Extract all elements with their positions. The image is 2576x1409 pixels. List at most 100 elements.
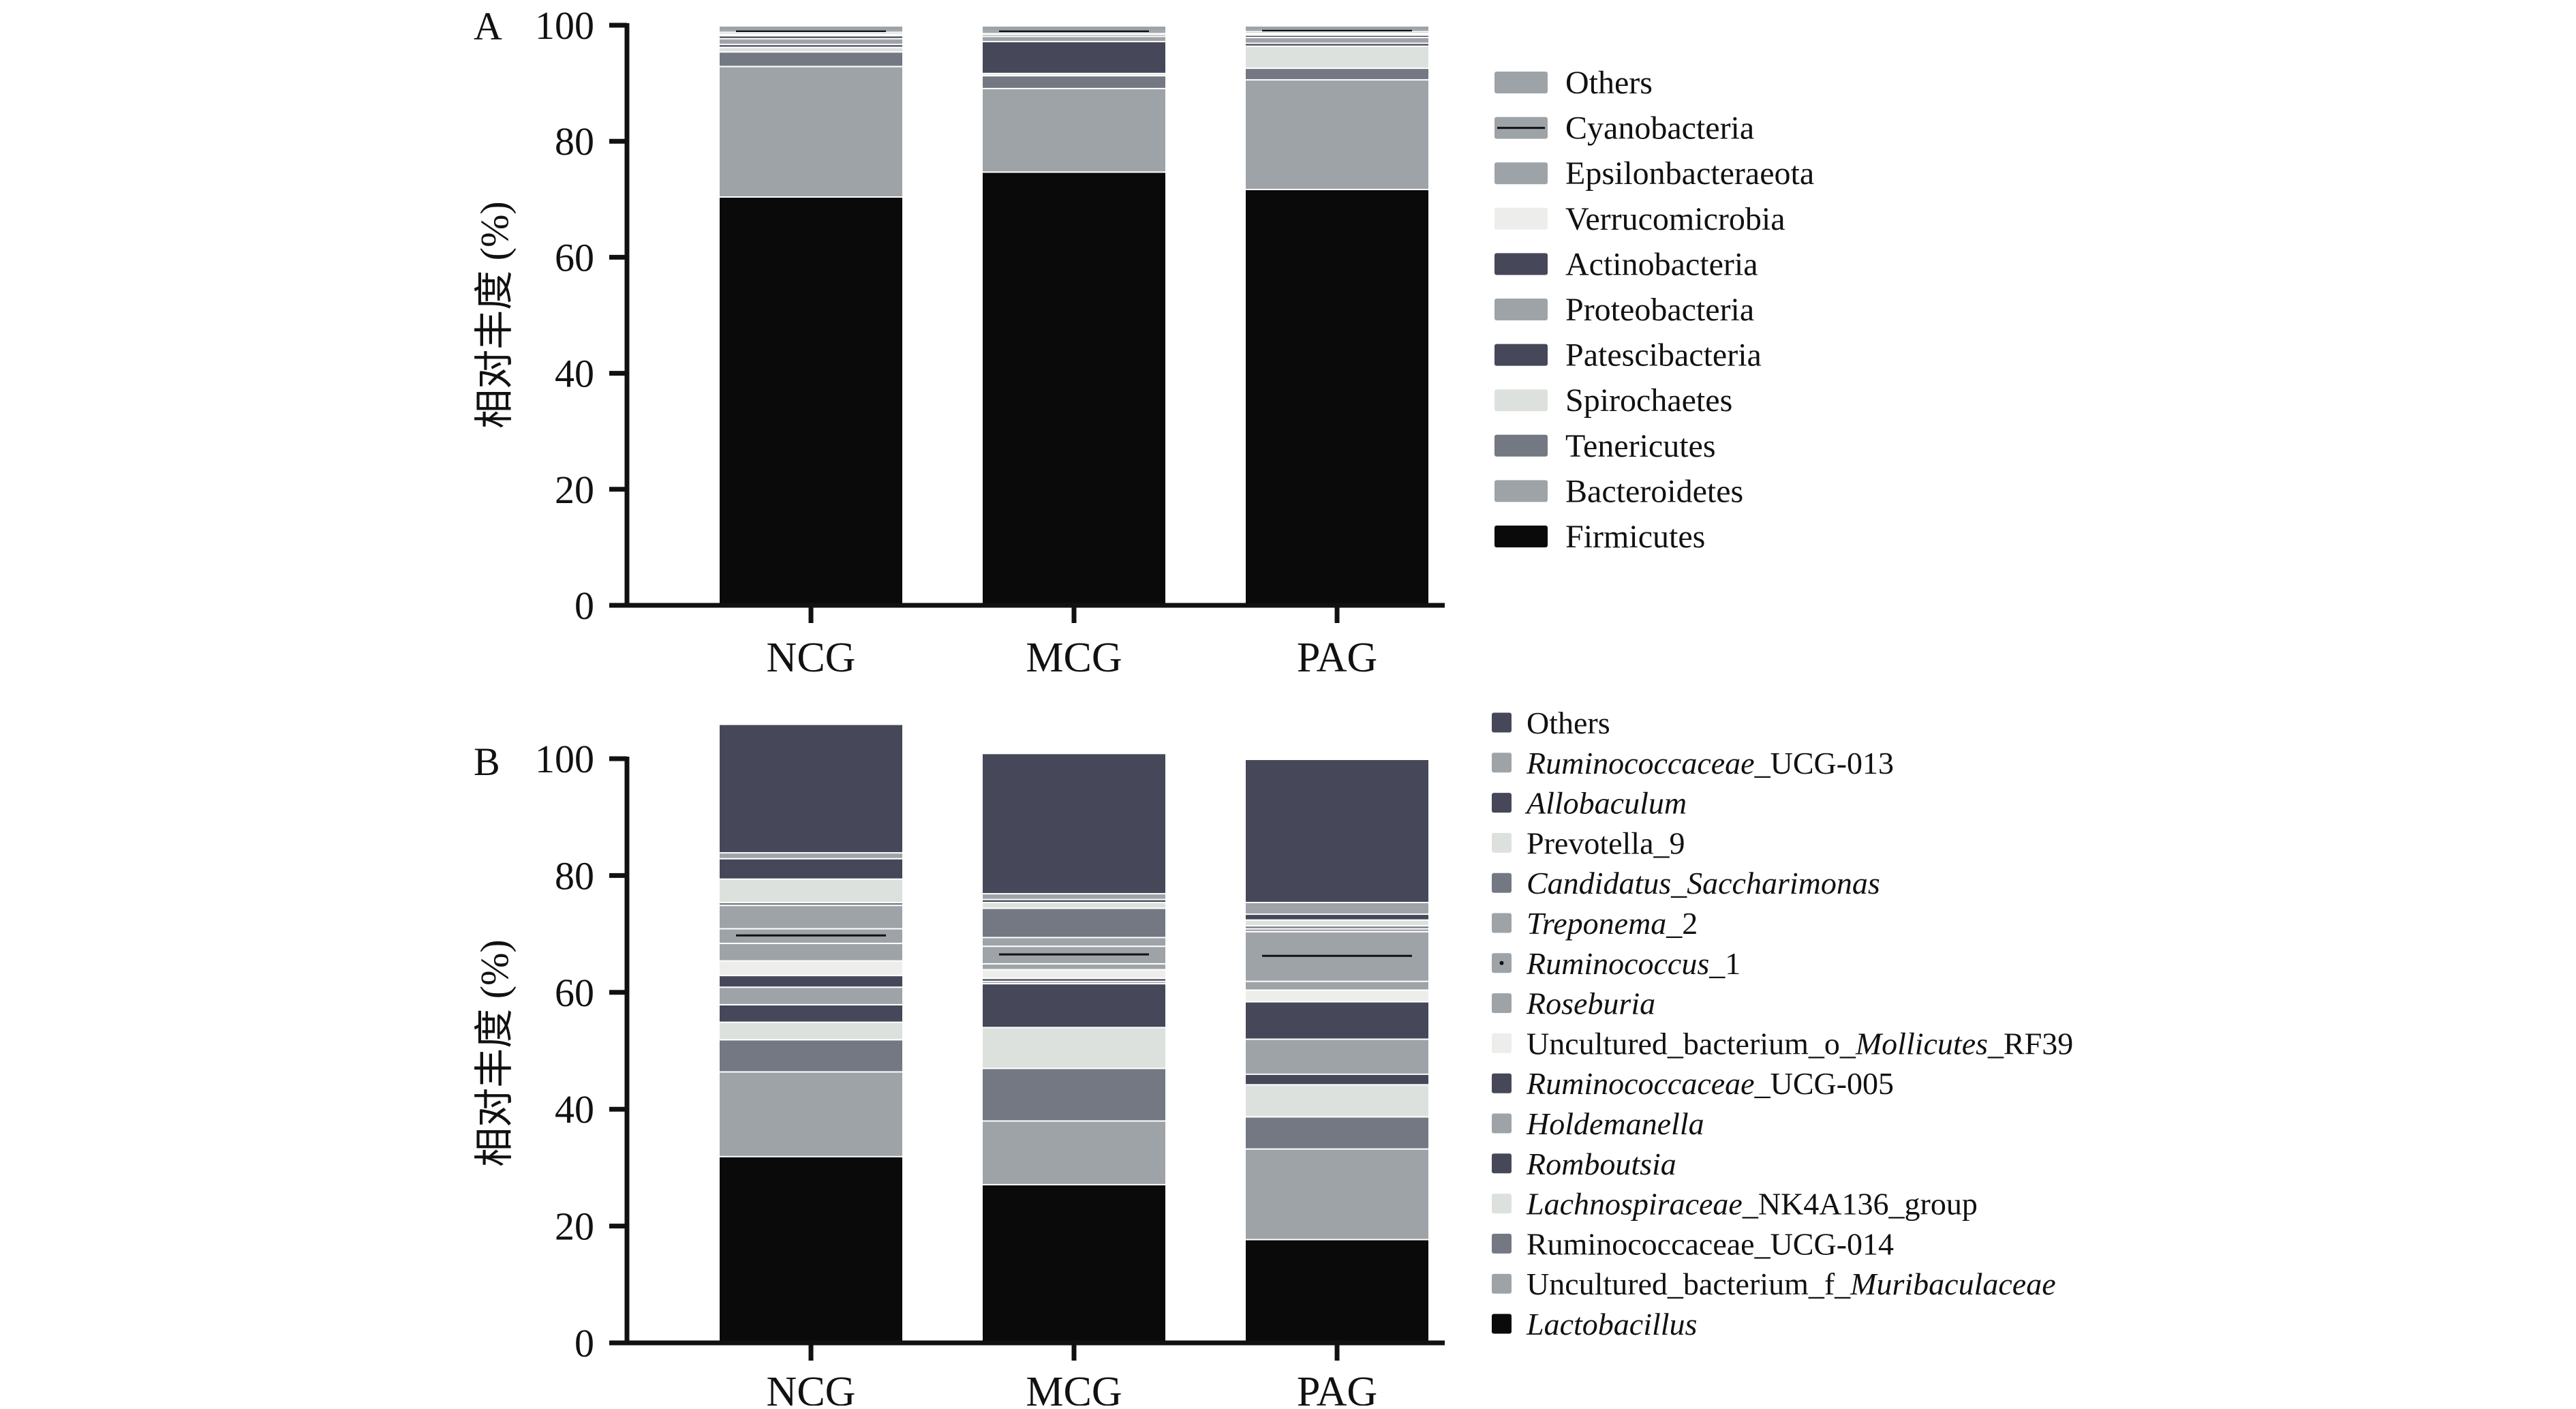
panel-b-bar-segment <box>983 893 1165 899</box>
panel-a-legend-swatch <box>1494 72 1548 93</box>
panel-b-bar-segment <box>1246 901 1428 914</box>
panel-b-y-tick-label: 40 <box>555 1087 594 1132</box>
panel-b-bar-segment <box>720 901 902 905</box>
panel-b-bar-segment <box>1246 925 1428 928</box>
panel-a-bar-segment <box>983 40 1165 73</box>
panel-a-legend-label: Patescibacteria <box>1565 337 1762 374</box>
panel-b-legend-swatch <box>1492 1073 1512 1093</box>
panel-b-legend-label: Candidatus_Saccharimonas <box>1527 866 1880 900</box>
panel-b-legend-label: Romboutsia <box>1526 1147 1676 1181</box>
panel-b-legend-label: Ruminococcaceae_UCG-005 <box>1526 1066 1894 1101</box>
panel-b-bar-segment <box>1246 1116 1428 1149</box>
panel-b-bar-segment <box>1246 1001 1428 1039</box>
panel-b-y-tick-label: 80 <box>555 853 594 898</box>
panel-b-legend-swatch <box>1492 1194 1512 1214</box>
panel-a-bar-segment <box>720 46 902 52</box>
panel-a-bar-segment <box>1246 37 1428 43</box>
panel-b-bar-segment <box>720 1155 902 1343</box>
panel-b-bar-segment <box>720 852 902 858</box>
panel-b-legend-label: Ruminococcaceae_UCG-014 <box>1527 1226 1894 1261</box>
panel-b-y-tick-label: 0 <box>574 1321 594 1365</box>
panel-a-legend-label: Others <box>1565 65 1653 101</box>
panel-b-bar-segment <box>983 937 1165 946</box>
panel-a-x-tick-label: PAG <box>1297 635 1377 681</box>
panel-b-bar-segment <box>720 986 902 1004</box>
panel-a-bar-segment <box>1246 45 1428 68</box>
panel-a-legend-label: Spirochaetes <box>1565 382 1732 419</box>
panel-b-bar-segment <box>1246 1038 1428 1074</box>
panel-a-legend-swatch <box>1494 299 1548 320</box>
panel-a-legend-swatch <box>1494 434 1548 457</box>
panel-a-bar-segment <box>1246 188 1428 605</box>
panel-b-legend-label: Ruminococcus_1 <box>1526 946 1741 981</box>
panel-b-legend-label: Others <box>1527 706 1610 740</box>
panel-b-bar-segment <box>983 969 1165 978</box>
panel-a-bar-segment <box>983 87 1165 172</box>
panel-b-legend-swatch <box>1492 993 1512 1014</box>
panel-a-bar-segment <box>983 31 1165 33</box>
panel-a-label: A <box>474 4 502 48</box>
panel-a-bar-segment <box>720 51 902 66</box>
panel-b-legend-swatch <box>1492 873 1512 893</box>
panel-a-bar-segment <box>983 35 1165 41</box>
panel-a-x-tick-label: NCG <box>767 635 856 681</box>
panel-b-bar-segment <box>983 983 1165 1027</box>
panel-a-legend-label: Tenericutes <box>1565 428 1716 464</box>
panel-b-legend-label: Roseburia <box>1526 986 1655 1021</box>
panel-b-bar-segment <box>720 858 902 879</box>
panel-a-legend-label: Cyanobacteria <box>1565 110 1754 147</box>
panel-a-bar-segment <box>983 33 1165 34</box>
panel-b-legend-swatch <box>1492 1153 1512 1174</box>
panel-a-bar-segment <box>1246 79 1428 189</box>
panel-a-bar-segment <box>1246 25 1428 30</box>
panel-b-y-axis-title: 相对丰度 (%) <box>472 939 517 1166</box>
panel-a-bar-segment <box>983 75 1165 88</box>
panel-b-legend-swatch <box>1492 1314 1512 1334</box>
panel-a-y-tick-label: 80 <box>555 119 594 164</box>
panel-b-legend-swatch <box>1492 793 1512 813</box>
panel-a-y-tick-label: 40 <box>555 352 594 396</box>
panel-b-bar-segment <box>983 1027 1165 1068</box>
panel-a-legend-label: Actinobacteria <box>1565 246 1758 282</box>
panel-b-bar-segment <box>983 901 1165 908</box>
panel-a-legend-label: Proteobacteria <box>1565 292 1754 328</box>
panel-b-bar-segment <box>983 1120 1165 1184</box>
panel-b-bar-segment <box>720 1003 902 1022</box>
panel-b-legend-swatch <box>1492 832 1512 853</box>
panel-b-legend-label: Allobaculum <box>1524 786 1687 821</box>
panel-a-bar-segment <box>1246 67 1428 80</box>
panel-b-bar-segment <box>1246 1084 1428 1117</box>
panel-b-bar-segment <box>720 1021 902 1040</box>
panel-a-legend-swatch <box>1494 207 1548 230</box>
panel-b-legend-label: Treponema_2 <box>1527 906 1698 941</box>
panel-a-bar-segment <box>720 25 902 31</box>
panel-b-legend-label: Uncultured_bacterium_f_Muribaculaceae <box>1527 1267 2056 1301</box>
panel-a-bar-segment <box>720 44 902 47</box>
panel-b-bar-segment <box>1246 1239 1428 1343</box>
panel-a-y-tick-label: 60 <box>555 235 594 279</box>
panel-a-legend-label: Firmicutes <box>1565 519 1705 555</box>
panel-b-legend-swatch-dot <box>1499 960 1504 965</box>
panel-b-bar-segment <box>720 942 902 960</box>
panel-a-legend-swatch <box>1494 253 1548 275</box>
panel-b-legend-label: Holdemanella <box>1526 1106 1704 1141</box>
panel-b-bar-segment <box>720 960 902 975</box>
panel-a-legend-swatch <box>1494 480 1548 502</box>
panel-b-bar-segment <box>720 905 902 928</box>
panel-b-legend-swatch <box>1492 753 1512 773</box>
panel-b-x-tick-label: NCG <box>767 1369 856 1406</box>
panel-b-bar-segment <box>1246 980 1428 990</box>
panel-a-bar-segment <box>983 171 1165 605</box>
panel-b-bar-segment <box>1246 919 1428 926</box>
panel-b-y-tick-label: 20 <box>555 1205 594 1249</box>
panel-b-bar-segment <box>1246 928 1428 931</box>
panel-b-legend-swatch <box>1492 712 1512 733</box>
panel-b-bar-segment <box>983 1067 1165 1121</box>
panel-b-legend-label: Lachnospiraceae_NK4A136_group <box>1526 1187 1978 1222</box>
panel-b-legend-swatch <box>1492 1033 1512 1053</box>
panel-b-legend-swatch <box>1492 1233 1512 1254</box>
panel-a-y-tick-label: 20 <box>555 468 594 512</box>
panel-a-bar-segment <box>720 37 902 44</box>
panel-b-bar-segment <box>983 898 1165 902</box>
